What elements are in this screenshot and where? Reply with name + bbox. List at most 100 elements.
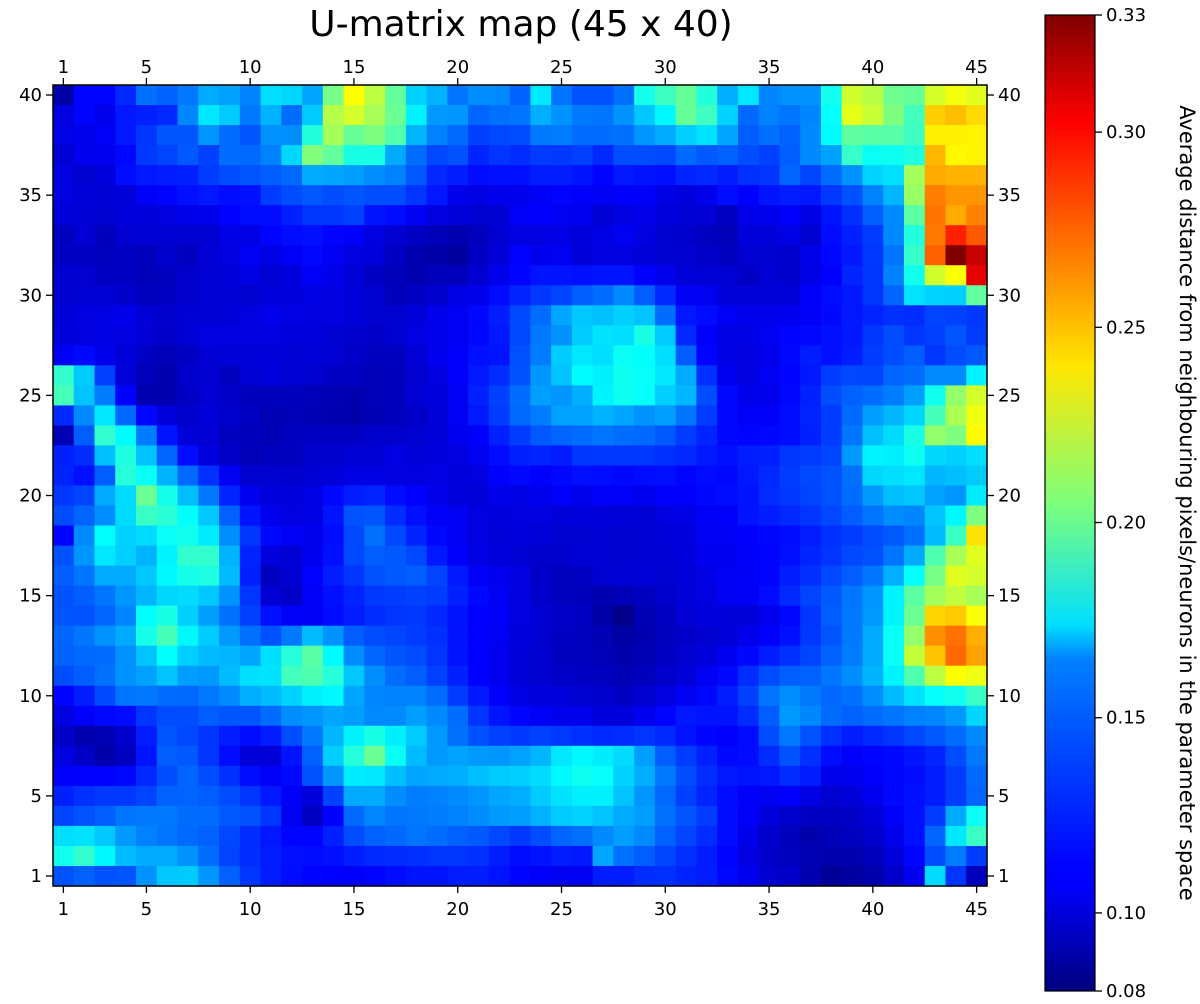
heatmap-cell xyxy=(156,805,179,827)
heatmap-cell xyxy=(177,185,199,206)
heatmap-cell xyxy=(675,285,698,306)
heatmap-cell xyxy=(488,125,511,146)
heatmap-cell xyxy=(966,305,988,326)
heatmap-cell xyxy=(260,385,282,407)
heatmap-cell xyxy=(239,605,262,627)
heatmap-cell xyxy=(426,245,448,266)
heatmap-cell xyxy=(343,205,365,226)
heatmap-cell xyxy=(530,465,552,487)
heatmap-cell xyxy=(883,625,905,647)
heatmap-cell xyxy=(426,385,448,407)
heatmap-cell xyxy=(239,845,262,867)
heatmap-cell xyxy=(841,665,864,687)
heatmap-cell xyxy=(488,825,511,847)
heatmap-cell xyxy=(924,585,947,607)
heatmap-cell xyxy=(198,245,220,266)
heatmap-cell xyxy=(903,785,926,807)
heatmap-cell xyxy=(551,225,573,246)
heatmap-cell xyxy=(53,345,75,366)
heatmap-cell xyxy=(800,225,822,246)
heatmap-cell xyxy=(903,105,926,126)
heatmap-cell xyxy=(136,865,158,887)
heatmap-cell xyxy=(73,105,96,126)
heatmap-cell xyxy=(136,545,158,567)
heatmap-cell xyxy=(654,705,677,727)
heatmap-cell xyxy=(924,825,947,847)
heatmap-cell xyxy=(115,765,137,787)
heatmap-cell xyxy=(73,325,96,346)
heatmap-cell xyxy=(862,265,884,286)
heatmap-cell xyxy=(302,165,324,186)
heatmap-cell xyxy=(385,745,407,767)
heatmap-cell xyxy=(136,305,158,326)
heatmap-cell xyxy=(488,245,511,266)
heatmap-cell xyxy=(883,825,905,847)
y-tick-label-right: 10 xyxy=(998,686,1021,707)
heatmap-cell xyxy=(924,785,947,807)
heatmap-cell xyxy=(468,765,490,787)
heatmap-cell xyxy=(447,365,469,386)
heatmap-cell xyxy=(302,345,324,366)
heatmap-cell xyxy=(592,445,614,467)
heatmap-cell xyxy=(468,505,490,527)
heatmap-cell xyxy=(675,305,698,326)
heatmap-cell xyxy=(177,645,199,667)
heatmap-cell xyxy=(322,125,345,146)
heatmap-cell xyxy=(758,405,781,427)
heatmap-cell xyxy=(841,605,864,627)
heatmap-cell xyxy=(509,305,531,326)
heatmap-cell xyxy=(302,505,324,527)
heatmap-cell xyxy=(281,765,303,787)
colorbar-tick-label: 0.10 xyxy=(1106,903,1146,924)
heatmap-cell xyxy=(613,705,635,727)
heatmap-cell xyxy=(156,825,179,847)
heatmap-cell xyxy=(613,505,635,527)
heatmap-cell xyxy=(115,245,137,266)
heatmap-cell xyxy=(737,325,760,346)
heatmap-cell xyxy=(966,245,988,266)
heatmap-cell xyxy=(737,485,760,507)
heatmap-cell xyxy=(426,825,448,847)
heatmap-cell xyxy=(177,525,199,547)
heatmap-cell xyxy=(820,585,843,607)
heatmap-cell xyxy=(634,845,656,867)
heatmap-cell xyxy=(945,525,967,547)
heatmap-cell xyxy=(862,865,884,887)
heatmap-cell xyxy=(551,625,573,647)
heatmap-cell xyxy=(675,725,698,747)
heatmap-cell xyxy=(675,365,698,386)
heatmap-cell xyxy=(571,285,594,306)
heatmap-cell xyxy=(509,525,531,547)
heatmap-cell xyxy=(966,85,988,106)
heatmap-cell xyxy=(675,585,698,607)
x-tick-label-top: 25 xyxy=(550,57,573,78)
heatmap-cell xyxy=(177,505,199,527)
heatmap-cell xyxy=(654,565,677,587)
heatmap-cell xyxy=(260,425,282,447)
heatmap-cell xyxy=(966,385,988,407)
heatmap-cell xyxy=(73,605,96,627)
heatmap-cell xyxy=(198,605,220,627)
heatmap-cell xyxy=(841,225,864,246)
heatmap-cell xyxy=(924,365,947,386)
heatmap-cell xyxy=(177,545,199,567)
heatmap-cell xyxy=(177,385,199,407)
heatmap-cell xyxy=(53,725,75,747)
heatmap-cell xyxy=(758,665,781,687)
heatmap-cell xyxy=(447,785,469,807)
heatmap-cell xyxy=(592,345,614,366)
heatmap-cell xyxy=(177,285,199,306)
heatmap-cell xyxy=(260,205,282,226)
heatmap-cell xyxy=(779,725,801,747)
heatmap-cell xyxy=(779,805,801,827)
y-tick-label-right: 15 xyxy=(998,586,1021,607)
heatmap-cell xyxy=(156,205,179,226)
heatmap-cell xyxy=(841,145,864,166)
heatmap-cell xyxy=(696,285,718,306)
x-tick-label-bottom: 5 xyxy=(141,899,152,920)
heatmap-cell xyxy=(239,865,262,887)
heatmap-cell xyxy=(966,705,988,727)
heatmap-cell xyxy=(260,145,282,166)
heatmap-cell xyxy=(468,665,490,687)
heatmap-cell xyxy=(862,565,884,587)
